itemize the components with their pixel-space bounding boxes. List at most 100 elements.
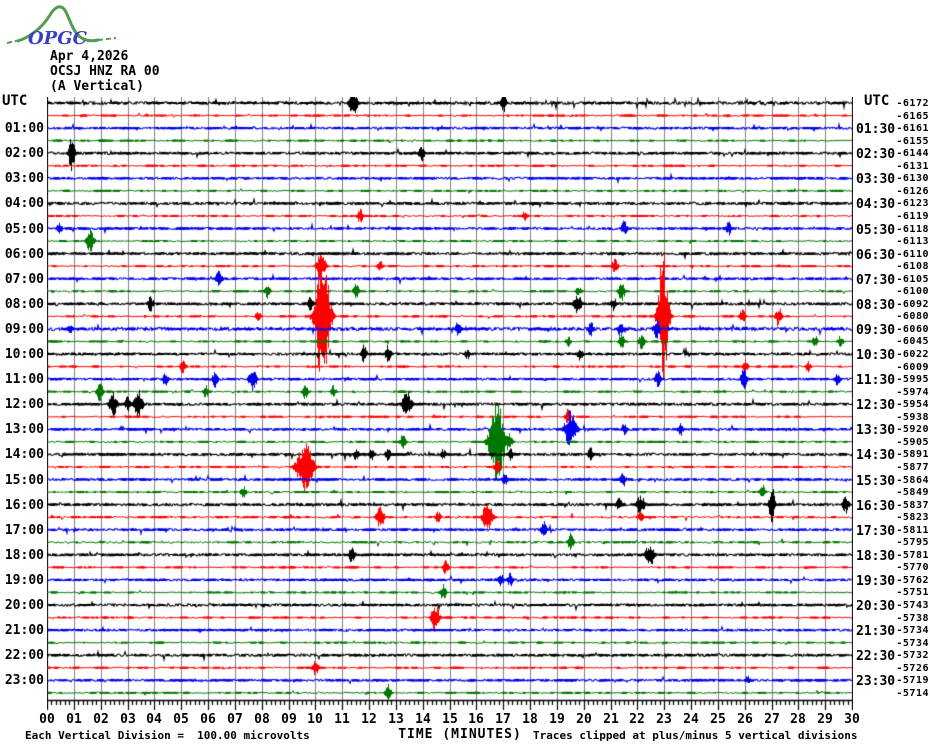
- left-time-label: 01:00: [4, 121, 44, 136]
- trace-offset-value: -5974: [896, 387, 929, 398]
- x-tick-label: 21: [603, 712, 619, 727]
- trace-offset-value: -5849: [896, 487, 929, 498]
- left-time-label: 22:00: [4, 648, 44, 663]
- trace-offset-value: -6105: [896, 274, 929, 285]
- right-time-label: 07:30: [856, 273, 896, 288]
- left-time-label: 03:00: [4, 171, 44, 186]
- right-time-label: 23:30: [856, 674, 896, 689]
- trace-offset-value: -6172: [896, 98, 929, 109]
- right-time-label: 05:30: [856, 223, 896, 238]
- x-tick-label: 05: [173, 712, 189, 727]
- left-time-label: 05:00: [4, 222, 44, 237]
- trace-offset-value: -6165: [896, 111, 929, 122]
- right-time-label: 18:30: [856, 549, 896, 564]
- x-tick-label: 29: [817, 712, 833, 727]
- right-time-label: 14:30: [856, 448, 896, 463]
- x-tick-label: 03: [120, 712, 136, 727]
- right-time-label: 04:30: [856, 197, 896, 212]
- trace-offset-value: -5734: [896, 638, 929, 649]
- right-time-label: 12:30: [856, 398, 896, 413]
- right-time-label: 22:30: [856, 649, 896, 664]
- left-time-label: 13:00: [4, 422, 44, 437]
- trace-offset-value: -5738: [896, 613, 929, 624]
- x-axis-title: TIME (MINUTES): [398, 727, 522, 742]
- x-tick-label: 27: [764, 712, 780, 727]
- header-date: Apr 4,2026: [50, 49, 129, 64]
- x-tick-label: 22: [629, 712, 645, 727]
- logo-mountain-ridge: [16, 5, 100, 43]
- left-time-label: 21:00: [4, 623, 44, 638]
- x-tick-label: 06: [200, 712, 216, 727]
- right-time-label: 01:30: [856, 122, 896, 137]
- x-tick-label: 11: [334, 712, 350, 727]
- trace-offset-value: -5762: [896, 575, 929, 586]
- trace-offset-value: -6080: [896, 311, 929, 322]
- x-tick-label: 18: [522, 712, 538, 727]
- x-tick-label: 10: [307, 712, 323, 727]
- right-time-label: 17:30: [856, 524, 896, 539]
- trace-offset-value: -6123: [896, 198, 929, 209]
- logo-text: OPGC: [28, 28, 88, 49]
- trace-offset-value: -5905: [896, 437, 929, 448]
- left-time-label: 18:00: [4, 548, 44, 563]
- right-time-label: 03:30: [856, 172, 896, 187]
- left-time-label: 04:00: [4, 196, 44, 211]
- left-time-label: 12:00: [4, 397, 44, 412]
- left-time-label: 08:00: [4, 297, 44, 312]
- x-tick-label: 07: [227, 712, 243, 727]
- left-time-label: 20:00: [4, 598, 44, 613]
- trace-offset-value: -6155: [896, 136, 929, 147]
- x-tick-label: 23: [656, 712, 672, 727]
- trace-offset-value: -5837: [896, 500, 929, 511]
- trace-offset-value: -5726: [896, 663, 929, 674]
- right-time-label: 08:30: [856, 298, 896, 313]
- trace-offset-value: -6119: [896, 211, 929, 222]
- clipping-note: Traces clipped at plus/minus 5 vertical …: [533, 729, 858, 742]
- x-tick-label: 19: [549, 712, 565, 727]
- x-tick-label: 26: [737, 712, 753, 727]
- x-tick-label: 17: [495, 712, 511, 727]
- right-time-label: 13:30: [856, 423, 896, 438]
- left-time-label: 11:00: [4, 372, 44, 387]
- right-time-label: 10:30: [856, 348, 896, 363]
- utc-label-right: UTC: [864, 93, 890, 109]
- right-time-label: 15:30: [856, 474, 896, 489]
- trace-offset-value: -6009: [896, 362, 929, 373]
- trace-offset-value: -5954: [896, 399, 929, 410]
- trace-offset-value: -5864: [896, 475, 929, 486]
- x-tick-label: 20: [576, 712, 592, 727]
- trace-offset-value: -5719: [896, 675, 929, 686]
- trace-offset-value: -6100: [896, 286, 929, 297]
- left-time-label: 17:00: [4, 523, 44, 538]
- x-tick-label: 09: [281, 712, 297, 727]
- right-time-label: 06:30: [856, 248, 896, 263]
- right-time-label: 20:30: [856, 599, 896, 614]
- left-time-label: 06:00: [4, 247, 44, 262]
- left-time-label: 16:00: [4, 498, 44, 513]
- trace-offset-value: -5891: [896, 449, 929, 460]
- vertical-division-note: Each Vertical Division = 100.00 microvol…: [25, 729, 310, 742]
- header-component: (A Vertical): [50, 79, 144, 94]
- trace-offset-value: -6113: [896, 236, 929, 247]
- trace-offset-value: -6022: [896, 349, 929, 360]
- trace-offset-value: -5734: [896, 625, 929, 636]
- x-tick-label: 08: [254, 712, 270, 727]
- left-time-label: 14:00: [4, 447, 44, 462]
- x-tick-label: 01: [66, 712, 82, 727]
- trace-offset-value: -5823: [896, 512, 929, 523]
- opgc-logo: OPGC: [6, 5, 117, 49]
- x-tick-label: 00: [39, 712, 55, 727]
- x-tick-label: 16: [468, 712, 484, 727]
- seismogram-plot: [47, 97, 853, 719]
- trace-offset-value: -6131: [896, 161, 929, 172]
- x-tick-label: 12: [361, 712, 377, 727]
- right-time-label: 19:30: [856, 574, 896, 589]
- trace-offset-value: -5714: [896, 688, 929, 699]
- trace-offset-value: -6126: [896, 186, 929, 197]
- left-time-label: 10:00: [4, 347, 44, 362]
- right-time-label: 11:30: [856, 373, 896, 388]
- right-time-label: 09:30: [856, 323, 896, 338]
- trace-offset-value: -6060: [896, 324, 929, 335]
- trace-offset-value: -5743: [896, 600, 929, 611]
